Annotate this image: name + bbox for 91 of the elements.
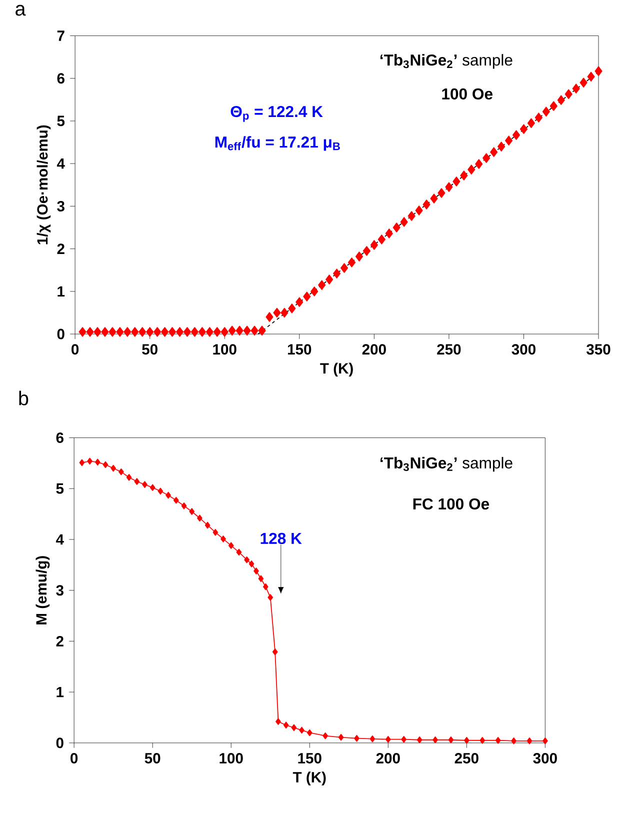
y-tick-label: 7 bbox=[57, 30, 64, 41]
point bbox=[385, 736, 391, 743]
y-tick-label: 5 bbox=[56, 483, 64, 494]
point bbox=[322, 732, 328, 740]
point bbox=[495, 736, 501, 744]
point bbox=[166, 492, 171, 499]
point bbox=[262, 583, 268, 590]
point bbox=[220, 536, 226, 542]
x-tick-label: 50 bbox=[144, 752, 160, 764]
y-axis-title: 1/χ (Oe·mol/emu) bbox=[36, 125, 50, 244]
annotation: FC 100 Oe bbox=[413, 498, 489, 510]
x-tick-label: 100 bbox=[220, 752, 243, 764]
point bbox=[401, 736, 406, 743]
point bbox=[110, 464, 116, 472]
annotation: Θ$_{p}$ = 122.4 K bbox=[230, 106, 323, 122]
point bbox=[94, 458, 100, 466]
y-tick-label: 3 bbox=[56, 200, 64, 212]
x-tick-label: 300 bbox=[512, 344, 536, 355]
point bbox=[126, 474, 132, 481]
y-tick-label: 2 bbox=[56, 636, 64, 646]
point bbox=[173, 496, 179, 504]
x-tick-label: 250 bbox=[436, 344, 461, 355]
y-tick-label: 3 bbox=[56, 585, 64, 596]
point bbox=[204, 522, 210, 529]
x-tick-label: 0 bbox=[71, 344, 78, 355]
point bbox=[306, 729, 312, 736]
point bbox=[416, 736, 422, 744]
x-tick-label: 300 bbox=[533, 752, 557, 764]
x-tick-label: 50 bbox=[142, 344, 158, 355]
point bbox=[86, 458, 92, 465]
text: ‘Tb$_{3}$NiGe$_{2}$’ sample bbox=[380, 54, 512, 69]
point bbox=[181, 502, 187, 510]
y-tick-label: 1 bbox=[56, 686, 64, 698]
point bbox=[448, 736, 454, 744]
point bbox=[142, 481, 148, 488]
point bbox=[338, 734, 344, 741]
x-tick-label: 200 bbox=[376, 752, 400, 764]
point bbox=[370, 735, 375, 742]
x-tick-label: 150 bbox=[298, 752, 322, 764]
point bbox=[272, 648, 278, 656]
point bbox=[118, 468, 124, 476]
y-tick-label: 4 bbox=[56, 534, 64, 545]
point bbox=[244, 556, 250, 564]
y-tick-label: 1 bbox=[58, 286, 64, 297]
point bbox=[212, 528, 218, 536]
point bbox=[268, 594, 273, 601]
point bbox=[258, 575, 264, 582]
point bbox=[158, 488, 163, 495]
y-tick-label: 6 bbox=[56, 432, 64, 443]
annotation: M$_{eff}$/fu = 17.21 μ$_{B}$ bbox=[215, 136, 340, 151]
point bbox=[236, 548, 242, 556]
point bbox=[283, 722, 289, 729]
text: ‘Tb$_{3}$NiGe$_{2}$’ sample bbox=[380, 456, 512, 472]
point bbox=[253, 568, 259, 574]
chart-title: a bbox=[15, 4, 26, 16]
point bbox=[189, 508, 194, 515]
point bbox=[150, 484, 156, 491]
point bbox=[510, 737, 516, 744]
x-axis-title: T (K) bbox=[320, 362, 353, 377]
point bbox=[102, 461, 108, 468]
point bbox=[248, 560, 254, 568]
point bbox=[134, 478, 140, 485]
y-tick-label: 0 bbox=[56, 738, 64, 748]
point bbox=[79, 459, 84, 466]
y-axis-title: M (emu/g) bbox=[36, 556, 50, 624]
x-axis-title: T (K) bbox=[292, 772, 326, 786]
x-tick-label: 0 bbox=[70, 752, 78, 764]
point bbox=[464, 736, 470, 744]
y-tick-label: 2 bbox=[57, 244, 64, 254]
y-tick-label: 0 bbox=[57, 328, 64, 340]
point bbox=[526, 737, 532, 744]
y-tick-label: 4 bbox=[56, 158, 65, 169]
x-tick-label: 100 bbox=[213, 344, 236, 355]
point bbox=[542, 737, 548, 744]
point bbox=[298, 726, 304, 734]
point bbox=[196, 514, 202, 522]
chart-title: b bbox=[19, 390, 28, 406]
y-tick-label: 6 bbox=[57, 73, 64, 84]
annotation: 100 Oe bbox=[442, 88, 492, 100]
point bbox=[354, 734, 360, 742]
x-tick-label: 250 bbox=[454, 752, 478, 764]
point bbox=[480, 736, 485, 744]
x-tick-label: 350 bbox=[586, 344, 610, 355]
annotation: 128 K bbox=[260, 532, 302, 544]
x-tick-label: 150 bbox=[288, 344, 312, 355]
point bbox=[228, 542, 234, 549]
x-tick-label: 200 bbox=[362, 344, 386, 355]
point bbox=[432, 736, 438, 744]
y-tick-label: 5 bbox=[57, 116, 64, 126]
point bbox=[291, 724, 296, 732]
point bbox=[275, 718, 281, 725]
